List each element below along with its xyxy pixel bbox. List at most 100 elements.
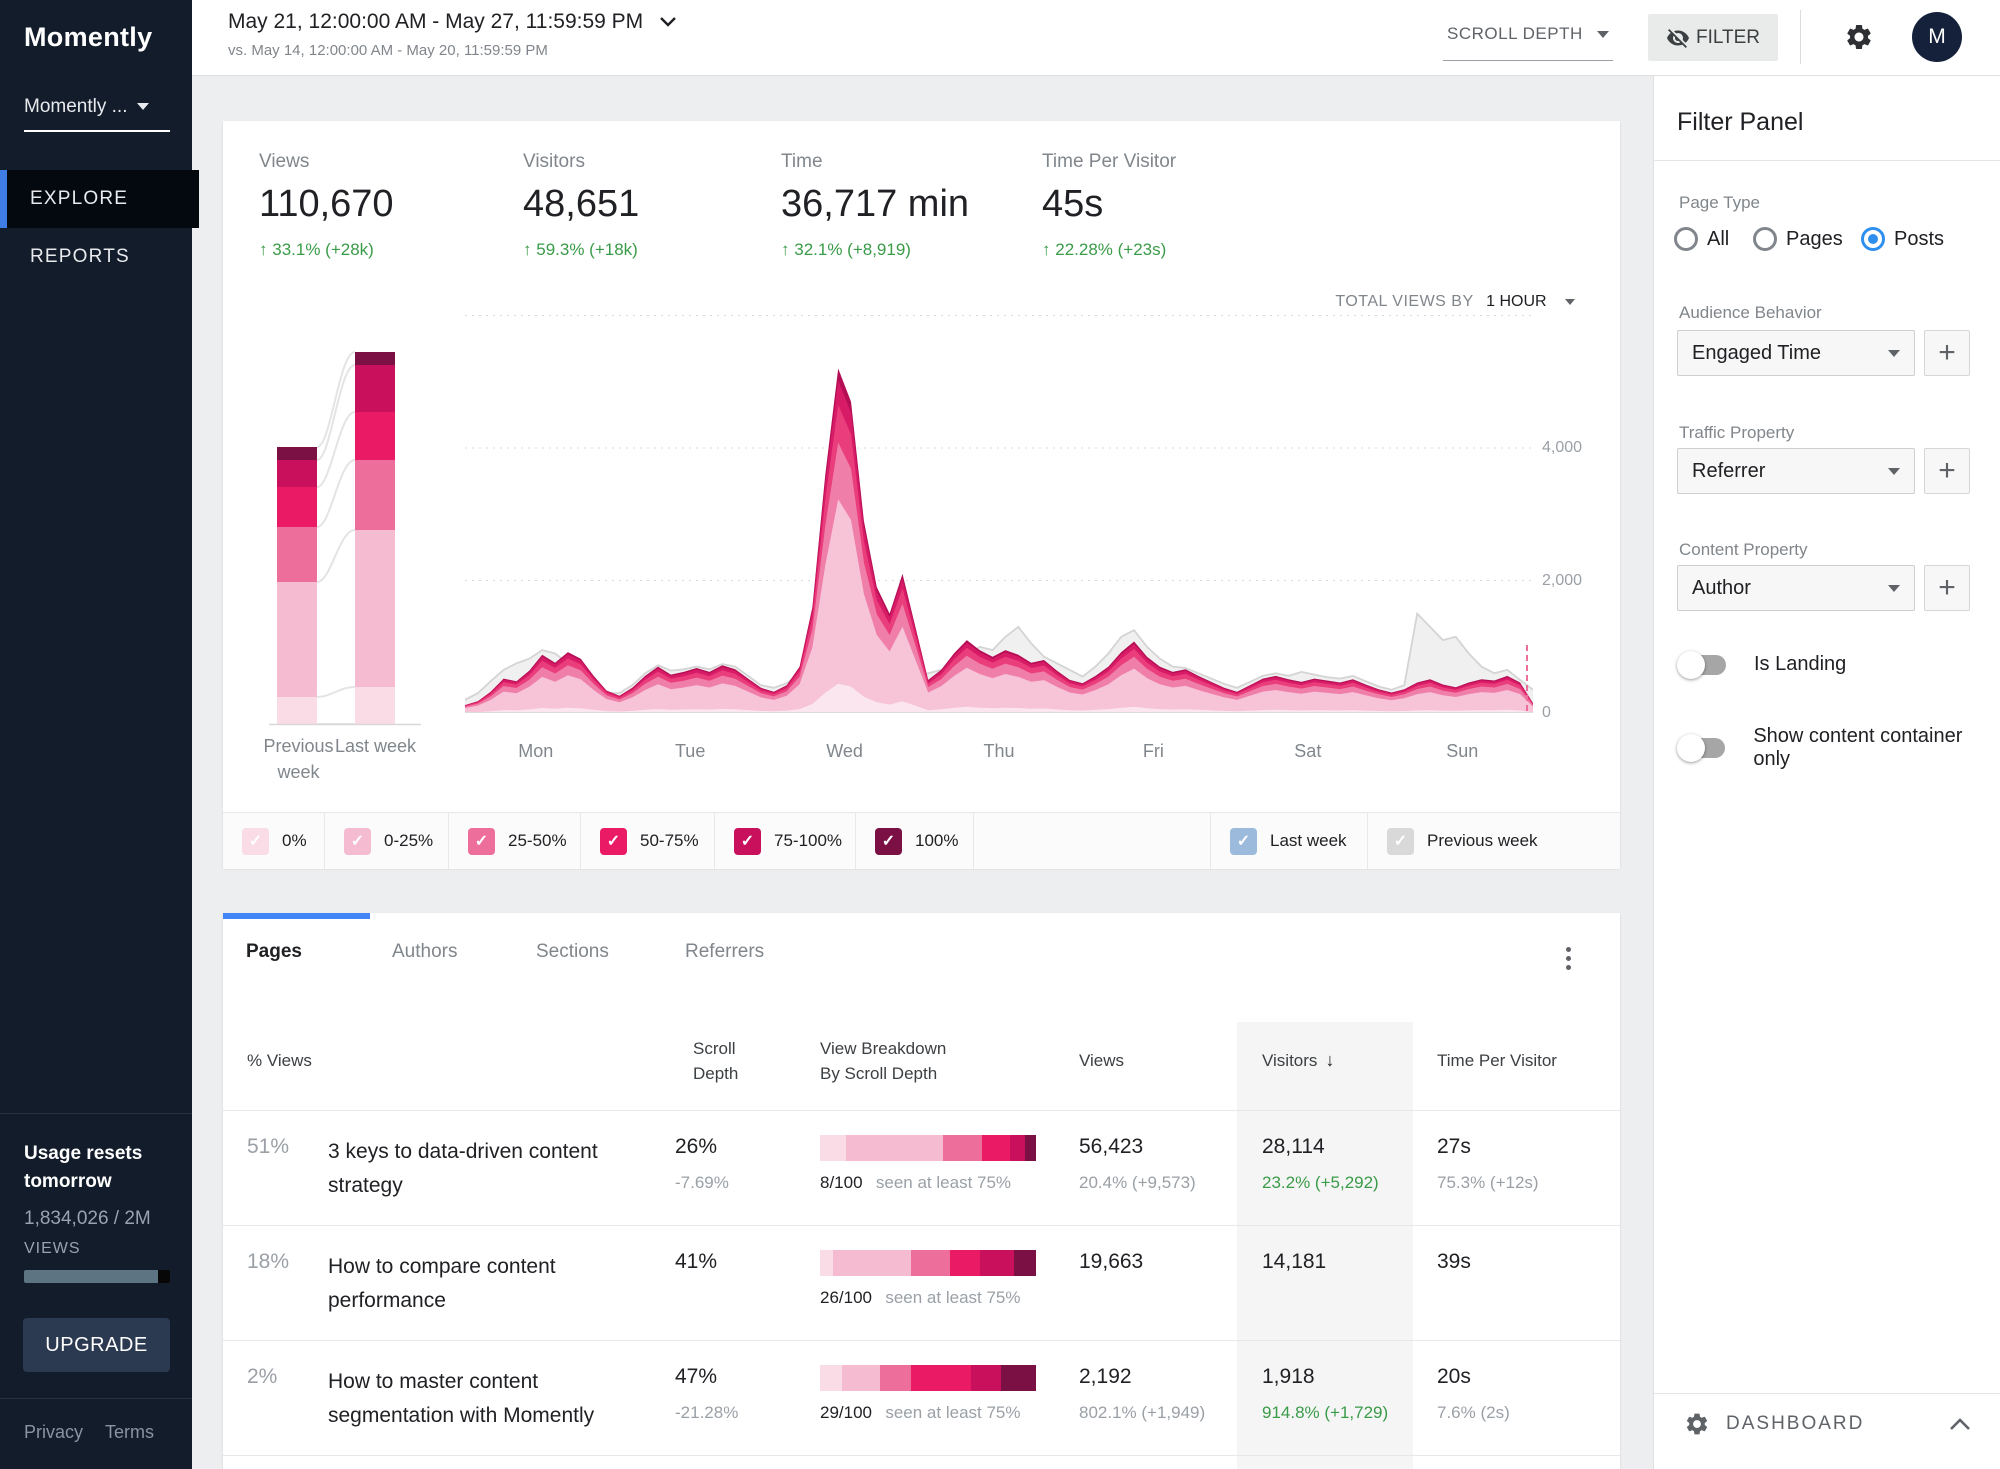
row-time-change: 75.3% (+12s) [1437, 1173, 1539, 1193]
row-title[interactable]: How to compare content performance [328, 1250, 658, 1318]
row-title[interactable]: 3 keys to data-driven content strategy [328, 1135, 658, 1203]
chart-end-marker [1526, 645, 1528, 711]
stat-tpv-change: ↑ 22.28% (+23s) [1042, 240, 1176, 260]
checkbox-checked-icon[interactable]: ✓ [875, 828, 902, 855]
legend-item-last-week[interactable]: ✓ Last week [1211, 813, 1368, 869]
metric-select-label: SCROLL DEPTH [1447, 24, 1583, 43]
sidebar-item-explore-label: EXPLORE [30, 188, 128, 210]
col-header-view-breakdown[interactable]: View BreakdownBy Scroll Depth [820, 1036, 946, 1086]
filter-button-label: FILTER [1696, 27, 1760, 49]
sidebar-item-explore[interactable]: EXPLORE [0, 170, 199, 228]
legend-item-5[interactable]: ✓ 100% [856, 813, 974, 869]
date-range-picker[interactable]: May 21, 12:00:00 AM - May 27, 11:59:59 P… [228, 10, 677, 34]
filter-toggle-button[interactable]: FILTER [1648, 14, 1778, 61]
row-scroll-depth: 47% [675, 1365, 717, 1389]
y-axis-label: 0 [1542, 704, 1551, 722]
terms-link[interactable]: Terms [105, 1422, 154, 1442]
checkbox-checked-icon[interactable]: ✓ [600, 828, 627, 855]
row-scroll-depth: 26% [675, 1135, 717, 1159]
row-seen: 8/100 seen at least 75% [820, 1173, 1011, 1193]
is-landing-toggle-row: Is Landing [1680, 653, 1846, 676]
content-property-select[interactable]: Author [1677, 565, 1915, 611]
page-type-label: Page Type [1679, 193, 1760, 213]
row-pct-views: 18% [247, 1250, 289, 1274]
stat-time-label: Time [781, 151, 969, 173]
stat-visitors: Visitors 48,651 ↑ 59.3% (+18k) [523, 151, 639, 260]
radio-option-posts[interactable]: Posts [1861, 227, 1944, 251]
topbar: May 21, 12:00:00 AM - May 27, 11:59:59 P… [192, 0, 2000, 76]
table-row[interactable]: 18% How to compare content performance 4… [223, 1225, 1620, 1340]
legend-item-1[interactable]: ✓ 0-25% [325, 813, 449, 869]
legend-item-4[interactable]: ✓ 75-100% [715, 813, 856, 869]
legend-label: 50-75% [640, 831, 699, 851]
chevron-down-icon [1888, 350, 1900, 357]
radio-option-pages[interactable]: Pages [1753, 227, 1843, 251]
total-views-chart[interactable] [465, 290, 1533, 713]
tab-pages[interactable]: Pages [246, 941, 302, 963]
col-header-visitors[interactable]: Visitors↓ [1262, 1048, 1334, 1073]
add-traffic-filter-button[interactable]: + [1924, 448, 1970, 494]
add-content-filter-button[interactable]: + [1924, 565, 1970, 611]
settings-gear-icon[interactable] [1844, 22, 1874, 52]
table-row[interactable]: 51% 3 keys to data-driven content strate… [223, 1110, 1620, 1225]
account-underline [24, 130, 170, 132]
legend-item-3[interactable]: ✓ 50-75% [581, 813, 715, 869]
content-container-toggle-row: Show content container only [1680, 725, 2000, 771]
chevron-down-icon [137, 103, 149, 110]
upgrade-button[interactable]: UPGRADE [23, 1318, 170, 1372]
metric-select[interactable]: SCROLL DEPTH [1443, 18, 1613, 61]
tab-authors[interactable]: Authors [392, 941, 457, 963]
row-seen: 29/100 seen at least 75% [820, 1403, 1021, 1423]
legend-item-previous-week[interactable]: ✓ Previous week [1368, 813, 1620, 869]
col-header-time-per-visitor[interactable]: Time Per Visitor [1437, 1048, 1557, 1073]
checkbox-checked-icon[interactable]: ✓ [468, 828, 495, 855]
row-views: 2,192 [1079, 1365, 1132, 1389]
radio-icon[interactable] [1674, 227, 1698, 251]
eye-off-icon [1666, 26, 1690, 50]
chevron-up-icon[interactable] [1949, 1417, 1971, 1431]
x-axis-day-label: Thu [959, 741, 1039, 762]
legend-item-2[interactable]: ✓ 25-50% [449, 813, 581, 869]
table-row[interactable]: 2% How to master content segmentation wi… [223, 1340, 1620, 1455]
col-header-scroll-depth[interactable]: ScrollDepth [693, 1036, 738, 1086]
stat-time-per-visitor: Time Per Visitor 45s ↑ 22.28% (+23s) [1042, 151, 1176, 260]
radio-icon[interactable] [1753, 227, 1777, 251]
checkbox-checked-icon[interactable]: ✓ [1230, 828, 1257, 855]
tab-referrers[interactable]: Referrers [685, 941, 764, 963]
traffic-property-select[interactable]: Referrer [1677, 448, 1915, 494]
dashboard-row[interactable]: DASHBOARD [1684, 1411, 1971, 1437]
x-axis-day-label: Wed [805, 741, 885, 762]
content-container-toggle[interactable] [1680, 738, 1725, 758]
row-time: 39s [1437, 1250, 1471, 1274]
user-avatar[interactable]: M [1912, 12, 1962, 62]
add-audience-filter-button[interactable]: + [1924, 330, 1970, 376]
legend-item-0[interactable]: ✓ 0% [223, 813, 325, 869]
x-axis-day-label: Sat [1268, 741, 1348, 762]
filter-panel-bottom-divider [1654, 1393, 2000, 1394]
radio-selected-icon[interactable] [1861, 227, 1885, 251]
checkbox-checked-icon[interactable]: ✓ [734, 828, 761, 855]
checkbox-checked-icon[interactable]: ✓ [344, 828, 371, 855]
stat-tpv-value: 45s [1042, 183, 1176, 226]
legend-label: 75-100% [774, 831, 842, 851]
is-landing-toggle[interactable] [1680, 655, 1726, 675]
account-selector[interactable]: Momently ... [24, 96, 149, 118]
stat-tpv-label: Time Per Visitor [1042, 151, 1176, 173]
chevron-down-icon [1565, 299, 1575, 305]
table-options-kebab-icon[interactable] [1553, 941, 1583, 975]
row-time: 27s [1437, 1135, 1471, 1159]
col-header-pct-views[interactable]: % Views [247, 1048, 312, 1073]
tab-sections[interactable]: Sections [536, 941, 609, 963]
checkbox-checked-icon[interactable]: ✓ [1387, 828, 1414, 855]
audience-behavior-select[interactable]: Engaged Time [1677, 330, 1915, 376]
row-visitors-change: 23.2% (+5,292) [1262, 1173, 1379, 1193]
usage-title: Usage resets tomorrow [24, 1140, 159, 1196]
col-header-views[interactable]: Views [1079, 1048, 1124, 1073]
row-title[interactable]: How to master content segmentation with … [328, 1365, 658, 1433]
filter-panel: Filter Panel Page Type All Pages Posts A… [1653, 75, 2000, 1469]
sidebar-divider [0, 1113, 192, 1114]
checkbox-checked-icon[interactable]: ✓ [242, 828, 269, 855]
privacy-link[interactable]: Privacy [24, 1422, 83, 1442]
sidebar-item-reports[interactable]: REPORTS [0, 228, 192, 286]
radio-option-all[interactable]: All [1674, 227, 1729, 251]
